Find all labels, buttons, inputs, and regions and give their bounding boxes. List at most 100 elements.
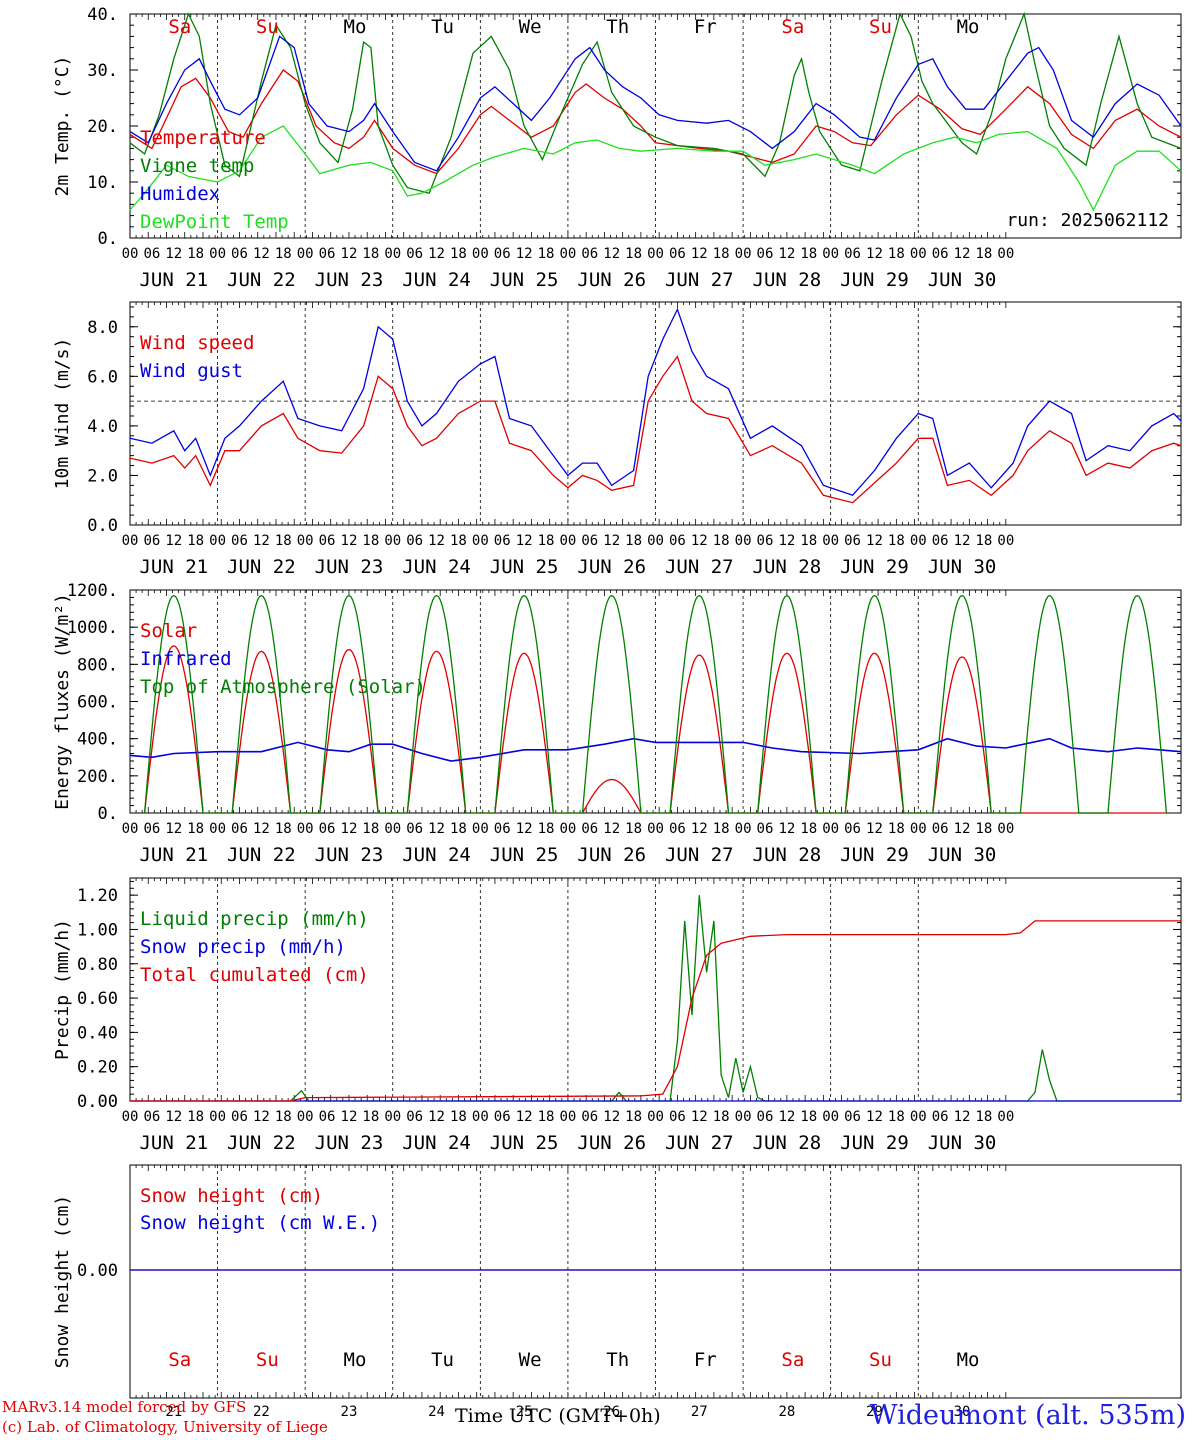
legend-entry: Temperature — [140, 127, 266, 149]
hour-tick-label: 12 — [253, 246, 270, 262]
hour-tick-label: 06 — [581, 821, 598, 837]
hour-tick-label: 18 — [187, 821, 204, 837]
day-label: JUN 30 — [928, 1132, 997, 1154]
hour-tick-label: 00 — [735, 821, 752, 837]
series-line — [129, 11, 1182, 194]
day-label: JUN 27 — [665, 556, 734, 578]
day-label: JUN 24 — [402, 1132, 471, 1154]
hour-tick-label: 12 — [428, 1109, 445, 1125]
hour-tick-label: 06 — [319, 533, 336, 549]
day-label: JUN 22 — [227, 269, 296, 291]
hour-tick-label: 00 — [822, 1109, 839, 1125]
day-label: JUN 30 — [928, 844, 997, 866]
y-tick-label: 1200. — [67, 581, 118, 601]
hour-tick-label: 00 — [209, 533, 226, 549]
hour-tick-label: 06 — [757, 533, 774, 549]
hour-tick-label: 06 — [231, 533, 248, 549]
legend-entry: Top of Atmosphere (Solar) — [140, 676, 426, 698]
station-title: Wideumont (alt. 535m) — [869, 1400, 1186, 1431]
hour-tick-label: 06 — [406, 533, 423, 549]
y-tick-label: 8.0 — [87, 318, 118, 338]
hour-tick-label: 18 — [888, 821, 905, 837]
series-line — [129, 125, 1182, 212]
day-label: JUN 29 — [840, 269, 909, 291]
hour-tick-label: 12 — [603, 533, 620, 549]
hour-tick-label: 06 — [932, 246, 949, 262]
day-number-label: 27 — [691, 1404, 708, 1420]
hour-tick-label: 06 — [581, 533, 598, 549]
y-tick-label: 40. — [87, 5, 118, 25]
hour-tick-label: 12 — [428, 533, 445, 549]
y-tick-label: 0.00 — [77, 1092, 118, 1112]
legend-entry: Liquid precip (mm/h) — [140, 908, 369, 930]
hour-tick-label: 12 — [778, 1109, 795, 1125]
series-line — [130, 895, 1181, 1102]
hour-tick-label: 12 — [428, 821, 445, 837]
y-tick-label: 20. — [87, 117, 118, 137]
hour-tick-label: 00 — [472, 533, 489, 549]
legend-entry: Wind speed — [140, 332, 254, 354]
hour-tick-label: 12 — [516, 1109, 533, 1125]
hour-tick-label: 00 — [822, 821, 839, 837]
hour-tick-label: 00 — [122, 533, 139, 549]
hour-tick-label: 12 — [341, 821, 358, 837]
hour-tick-label: 18 — [625, 533, 642, 549]
weekday-label: Fr — [694, 16, 717, 38]
hour-tick-label: 06 — [932, 533, 949, 549]
day-number-label: 24 — [428, 1404, 445, 1420]
day-label: JUN 28 — [753, 1132, 822, 1154]
legend-entry: Vigne temp — [140, 155, 254, 177]
hour-tick-label: 12 — [954, 1109, 971, 1125]
day-label: JUN 28 — [753, 844, 822, 866]
hour-tick-label: 00 — [122, 821, 139, 837]
series-group-3 — [130, 895, 1181, 1102]
y-tick-label: 0.00 — [77, 1261, 118, 1281]
hour-tick-label: 06 — [669, 246, 686, 262]
hour-tick-label: 00 — [735, 1109, 752, 1125]
hour-tick-label: 00 — [384, 533, 401, 549]
legend-entry: Snow height (cm W.E.) — [140, 1212, 380, 1234]
hour-tick-label: 00 — [997, 533, 1014, 549]
hour-tick-label: 06 — [932, 1109, 949, 1125]
series-line — [143, 594, 1169, 814]
day-label: JUN 29 — [840, 844, 909, 866]
day-label: JUN 21 — [139, 1132, 208, 1154]
hour-tick-label: 18 — [450, 1109, 467, 1125]
day-label: JUN 26 — [577, 844, 646, 866]
hour-tick-label: 06 — [757, 1109, 774, 1125]
hour-tick-label: 12 — [691, 246, 708, 262]
series-group-2 — [129, 594, 1182, 814]
hour-tick-label: 18 — [275, 246, 292, 262]
hour-tick-label: 12 — [165, 246, 182, 262]
hour-tick-label: 18 — [625, 821, 642, 837]
hour-tick-label: 06 — [669, 533, 686, 549]
weekday-label: Sa — [781, 16, 804, 38]
panel-frame-1 — [129, 301, 1182, 526]
series-line — [129, 307, 1182, 497]
hour-tick-label: 18 — [976, 821, 993, 837]
day-label: JUN 26 — [577, 1132, 646, 1154]
series-line — [129, 69, 1182, 175]
hour-tick-label: 18 — [362, 533, 379, 549]
day-label: JUN 29 — [840, 1132, 909, 1154]
y-tick-label: 30. — [87, 61, 118, 81]
hour-tick-label: 06 — [932, 821, 949, 837]
day-number-label: 28 — [778, 1404, 795, 1420]
series-group-1 — [129, 307, 1182, 504]
day-label: JUN 29 — [840, 556, 909, 578]
day-label: JUN 23 — [315, 269, 384, 291]
hour-tick-label: 12 — [691, 1109, 708, 1125]
weekday-label: We — [519, 1349, 542, 1371]
y-tick-label: 1.20 — [77, 886, 118, 906]
hour-tick-label: 12 — [954, 246, 971, 262]
weekday-label: Tu — [431, 1349, 454, 1371]
y-tick-label: 0.20 — [77, 1058, 118, 1078]
hour-tick-label: 06 — [319, 821, 336, 837]
day-number-label: 30 — [954, 1404, 971, 1420]
hour-tick-label: 12 — [253, 1109, 270, 1125]
lab-credit: (c) Lab. of Climatology, University of L… — [2, 1418, 328, 1436]
hour-tick-label: 06 — [143, 821, 160, 837]
series-line — [130, 920, 1181, 1102]
y-tick-label: 2.0 — [87, 466, 118, 486]
hour-tick-label: 12 — [516, 246, 533, 262]
